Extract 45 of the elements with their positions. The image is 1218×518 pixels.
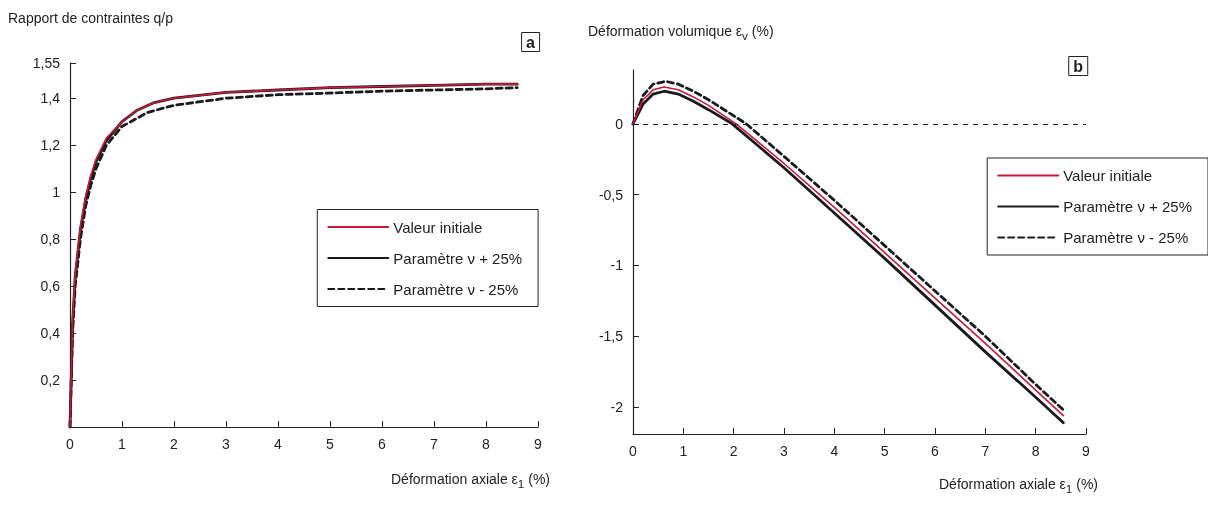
y-axis-title: Déformation volumique ε$_{v}$ (%) xyxy=(588,23,774,42)
y-tick-label: 0,2 xyxy=(40,372,61,389)
x-tick-label: 0 xyxy=(629,443,638,459)
y-tick-label: 1,55 xyxy=(32,55,61,71)
x-tick-label: 9 xyxy=(534,436,543,452)
y-tick-label: 0 xyxy=(615,115,624,132)
y-tick-label: -1,5 xyxy=(598,328,624,345)
legend-label: Paramètre ν - 25% xyxy=(1063,229,1189,246)
chart-title: a xyxy=(526,33,536,51)
legend-label: Paramètre ν + 25% xyxy=(1063,198,1192,215)
y-tick-label: 0,8 xyxy=(40,231,61,248)
legend-label: Paramètre ν - 25% xyxy=(393,280,519,298)
y-tick-label: -0,5 xyxy=(598,186,624,203)
x-tick-label: 0 xyxy=(66,436,75,452)
y-tick-label: -1 xyxy=(610,257,624,274)
y-tick-label: -2 xyxy=(610,399,624,416)
y-tick-label: 1 xyxy=(52,184,61,201)
y-tick-label: 0,6 xyxy=(40,278,61,295)
x-tick-label: 6 xyxy=(378,436,387,452)
x-tick-label: 4 xyxy=(274,436,283,452)
legend-label: Valeur initiale xyxy=(393,218,483,236)
legend-label: Valeur initiale xyxy=(1063,167,1153,184)
chart-title: b xyxy=(1073,57,1084,75)
x-tick-label: 2 xyxy=(729,443,738,459)
x-tick-label: 6 xyxy=(931,443,940,459)
x-tick-label: 8 xyxy=(1031,443,1040,459)
x-tick-label: 1 xyxy=(679,443,688,459)
x-tick-label: 3 xyxy=(780,443,789,459)
x-tick-label: 5 xyxy=(880,443,889,459)
y-tick-label: 1,4 xyxy=(40,90,61,107)
x-axis-title: Déformation axiale ε$_{1}$ (%) xyxy=(938,476,1098,495)
y-axis-title: Rapport de contraintes q/p xyxy=(8,10,173,26)
y-tick-label: 1,2 xyxy=(40,137,61,154)
x-tick-label: 1 xyxy=(118,436,127,452)
x-tick-label: 7 xyxy=(981,443,990,459)
x-tick-label: 4 xyxy=(830,443,839,459)
x-tick-label: 5 xyxy=(326,436,335,452)
legend-label: Paramètre ν + 25% xyxy=(393,249,523,267)
x-tick-label: 9 xyxy=(1082,443,1091,459)
x-axis-title: Déformation axiale ε$_{1}$ (%) xyxy=(390,471,550,490)
x-tick-label: 3 xyxy=(222,436,231,452)
x-tick-label: 2 xyxy=(170,436,179,452)
y-tick-label: 0,4 xyxy=(40,325,61,342)
x-tick-label: 7 xyxy=(430,436,439,452)
x-tick-label: 8 xyxy=(482,436,491,452)
